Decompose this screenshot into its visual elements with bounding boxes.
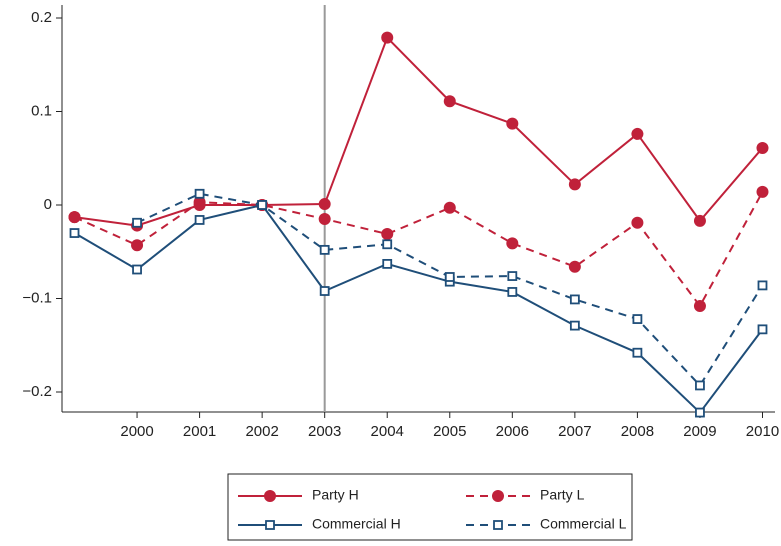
marker <box>132 217 142 228</box>
marker <box>68 211 81 224</box>
marker <box>631 216 644 229</box>
legend-label: Commercial L <box>540 516 627 532</box>
y-tick-label: 0.2 <box>31 9 52 26</box>
x-tick-label: 2000 <box>120 423 153 440</box>
marker <box>506 237 519 250</box>
marker <box>382 239 393 250</box>
marker <box>757 324 768 335</box>
marker <box>444 272 455 282</box>
marker <box>443 95 456 108</box>
series-line <box>74 191 764 308</box>
series-line <box>136 192 764 388</box>
x-tick-label: 2004 <box>371 423 404 440</box>
y-tick-label: −0.2 <box>22 383 52 400</box>
marker <box>443 201 456 214</box>
y-tick-label: 0 <box>44 196 52 213</box>
marker <box>507 271 518 281</box>
x-tick-label: 2008 <box>621 423 654 440</box>
marker <box>568 260 581 273</box>
marker <box>318 213 331 226</box>
marker <box>319 286 330 296</box>
marker <box>194 188 205 199</box>
marker <box>318 198 331 211</box>
marker <box>693 214 706 227</box>
marker <box>693 299 706 312</box>
x-tick-label: 2003 <box>308 423 341 440</box>
x-tick-label: 2006 <box>496 423 529 440</box>
legend-marker <box>493 520 503 530</box>
series-line <box>74 35 764 227</box>
marker <box>381 227 394 240</box>
y-tick-label: 0.1 <box>31 102 52 119</box>
marker <box>382 258 393 269</box>
x-tick-label: 2010 <box>746 423 779 440</box>
marker <box>695 407 705 418</box>
x-tick-label: 2007 <box>558 423 591 440</box>
marker <box>507 287 518 297</box>
legend-box <box>227 473 633 541</box>
legend-marker <box>492 490 504 502</box>
marker <box>381 31 394 44</box>
marker <box>756 185 769 198</box>
marker <box>194 215 205 225</box>
legend-marker <box>264 490 276 502</box>
marker <box>569 294 580 305</box>
marker <box>506 117 519 130</box>
marker <box>695 380 705 391</box>
marker <box>257 200 268 210</box>
marker <box>131 239 144 252</box>
y-tick-label: −0.1 <box>22 289 52 306</box>
legend-label: Party L <box>540 487 585 503</box>
x-tick-label: 2009 <box>683 423 716 440</box>
x-tick-label: 2005 <box>433 423 466 440</box>
marker <box>132 264 142 275</box>
marker <box>632 347 643 358</box>
marker <box>69 228 80 238</box>
legend-marker <box>265 520 275 530</box>
legend-label: Commercial H <box>312 516 401 532</box>
marker <box>756 141 769 154</box>
legend-label: Party H <box>312 487 359 503</box>
marker <box>569 320 580 331</box>
marker <box>631 127 644 140</box>
x-tick-label: 2001 <box>183 423 216 440</box>
marker <box>568 178 581 191</box>
x-tick-label: 2002 <box>245 423 278 440</box>
marker <box>193 196 206 209</box>
marker <box>319 244 330 255</box>
marker <box>632 314 643 324</box>
series-line <box>74 203 764 415</box>
marker <box>757 280 768 291</box>
